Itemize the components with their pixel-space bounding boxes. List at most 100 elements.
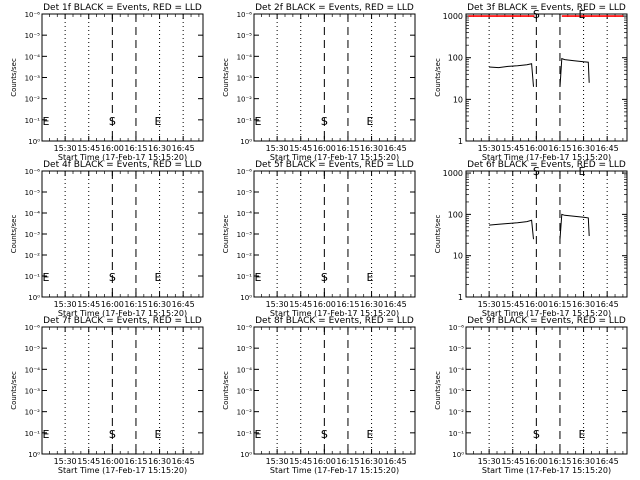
event-marker-label: E [367,428,374,441]
event-marker-label: S [109,271,116,284]
x-tick-label: 15:30 [266,457,289,466]
chart-title: Det 6f BLACK = Events, RED = LLD [467,160,626,170]
event-marker-label: E [367,271,374,284]
chart-title: Det 4f BLACK = Events, RED = LLD [43,160,202,170]
chart-title: Det 1f BLACK = Events, RED = LLD [43,3,202,13]
event-marker-label: E [255,271,262,284]
x-tick-label: 15:30 [266,300,289,309]
x-axis-label: Start Time (17-Feb-17 15:15:20) [482,466,611,475]
y-tick-label: 10⁻³ [25,75,41,83]
x-tick-label: 16:45 [172,144,195,153]
x-tick-label: 15:30 [266,144,289,153]
x-tick-label: 16:30 [572,300,595,309]
x-tick-label: 16:00 [313,300,336,309]
event-marker-label: E [155,271,162,284]
chart-panel-8: Det 8f BLACK = Events, RED = LLD 10⁰ 10⁻¹ 1… [222,316,416,475]
y-tick-label: 10⁻¹ [237,117,253,125]
plot-frame [465,326,628,455]
y-tick-label: 100 [448,54,463,63]
y-tick-label: 10⁻³ [449,388,465,396]
y-tick-label: 10⁻⁶ [25,168,41,176]
x-tick-label: 16:00 [525,144,548,153]
y-tick-label: 10⁻¹ [25,273,41,281]
event-marker-label: S [321,115,328,128]
y-tick-label: 10⁻⁵ [237,345,253,353]
y-tick-label: 10⁻⁴ [237,210,253,218]
x-axis-label: Start Time (17-Feb-17 15:15:20) [58,309,187,318]
y-tick-label: 10⁰ [28,451,40,459]
y-axis-label: Counts/sec [222,371,230,410]
event-marker-label: S [109,428,116,441]
x-tick-label: 16:15 [336,457,359,466]
x-tick-label: 16:30 [572,457,595,466]
chart-panel-5: Det 5f BLACK = Events, RED = LLD 10⁰ 10⁻¹ 1… [222,160,416,318]
chart-title: Det 2f BLACK = Events, RED = LLD [255,3,414,13]
plot-frame [41,326,204,455]
y-tick-label: 10⁻² [237,409,253,417]
chart-panel-9: Det 9f BLACK = Events, RED = LLD 10⁰ 10⁻¹ 1… [434,316,628,475]
event-marker-label: S [533,428,540,441]
x-axis-label: Start Time (17-Feb-17 15:15:20) [482,153,611,162]
x-tick-label: 16:45 [596,144,619,153]
y-tick-label: 100 [448,210,463,219]
event-marker-label: S [321,271,328,284]
x-tick-label: 16:00 [101,144,124,153]
y-axis-label: Counts/sec [10,215,18,254]
y-tick-label: 10⁻¹ [237,430,253,438]
x-tick-label: 16:30 [360,144,383,153]
event-marker-label: E [579,428,586,441]
y-tick-label: 10⁻⁶ [25,11,41,19]
x-tick-label: 16:00 [525,300,548,309]
y-axis-label: Counts/sec [434,58,442,97]
y-tick-label: 10⁻³ [237,231,253,239]
x-tick-label: 15:30 [478,300,501,309]
x-tick-label: 16:15 [548,300,571,309]
x-tick-label: 16:15 [336,144,359,153]
y-tick-label: 10⁻¹ [25,117,41,125]
x-tick-label: 15:45 [77,300,100,309]
x-tick-label: 16:45 [384,457,407,466]
x-tick-label: 15:45 [77,144,100,153]
x-tick-label: 16:45 [384,144,407,153]
y-tick-label: 10 [453,252,463,261]
x-tick-label: 16:45 [172,300,195,309]
x-axis-label: Start Time (17-Feb-17 15:15:20) [270,153,399,162]
x-tick-label: 16:00 [101,457,124,466]
event-marker-label: E [367,115,374,128]
y-tick-label: 10⁻⁵ [25,189,41,197]
plot-frame [253,326,416,455]
y-tick-label: 10⁻² [25,409,41,417]
y-tick-label: 10⁰ [240,294,252,302]
y-tick-label: 10 [453,95,463,104]
y-tick-label: 1 [458,137,463,146]
x-tick-label: 16:45 [384,300,407,309]
x-tick-label: 16:30 [572,144,595,153]
y-tick-label: 10⁻⁶ [237,11,253,19]
x-axis-label: Start Time (17-Feb-17 15:15:20) [482,309,611,318]
x-tick-label: 15:30 [54,144,77,153]
y-tick-label: 10⁻⁶ [25,324,41,332]
x-tick-label: 16:15 [548,144,571,153]
x-tick-label: 15:45 [501,457,524,466]
y-axis-label: Counts/sec [10,58,18,97]
x-tick-label: 16:45 [172,457,195,466]
x-tick-label: 15:45 [289,300,312,309]
y-tick-label: 10⁰ [240,451,252,459]
y-tick-label: 1000 [443,12,463,21]
x-tick-label: 15:30 [478,457,501,466]
y-tick-label: 10⁻² [25,96,41,104]
event-marker-label: E [43,115,50,128]
x-tick-label: 15:45 [77,457,100,466]
y-tick-label: 10⁰ [28,294,40,302]
event-marker-label: E [43,271,50,284]
y-tick-label: 10⁻² [237,96,253,104]
y-tick-label: 10⁻⁵ [237,32,253,40]
y-tick-label: 1000 [443,169,463,178]
x-axis-label: Start Time (17-Feb-17 15:15:20) [58,153,187,162]
x-tick-label: 16:15 [548,457,571,466]
x-tick-label: 15:45 [501,144,524,153]
chart-title: Det 7f BLACK = Events, RED = LLD [43,316,202,326]
x-axis-label: Start Time (17-Feb-17 15:15:20) [270,309,399,318]
chart-panel-3: Det 3f BLACK = Events, RED = LLD 1 10 100 10… [434,3,628,162]
event-marker-label: E [255,428,262,441]
